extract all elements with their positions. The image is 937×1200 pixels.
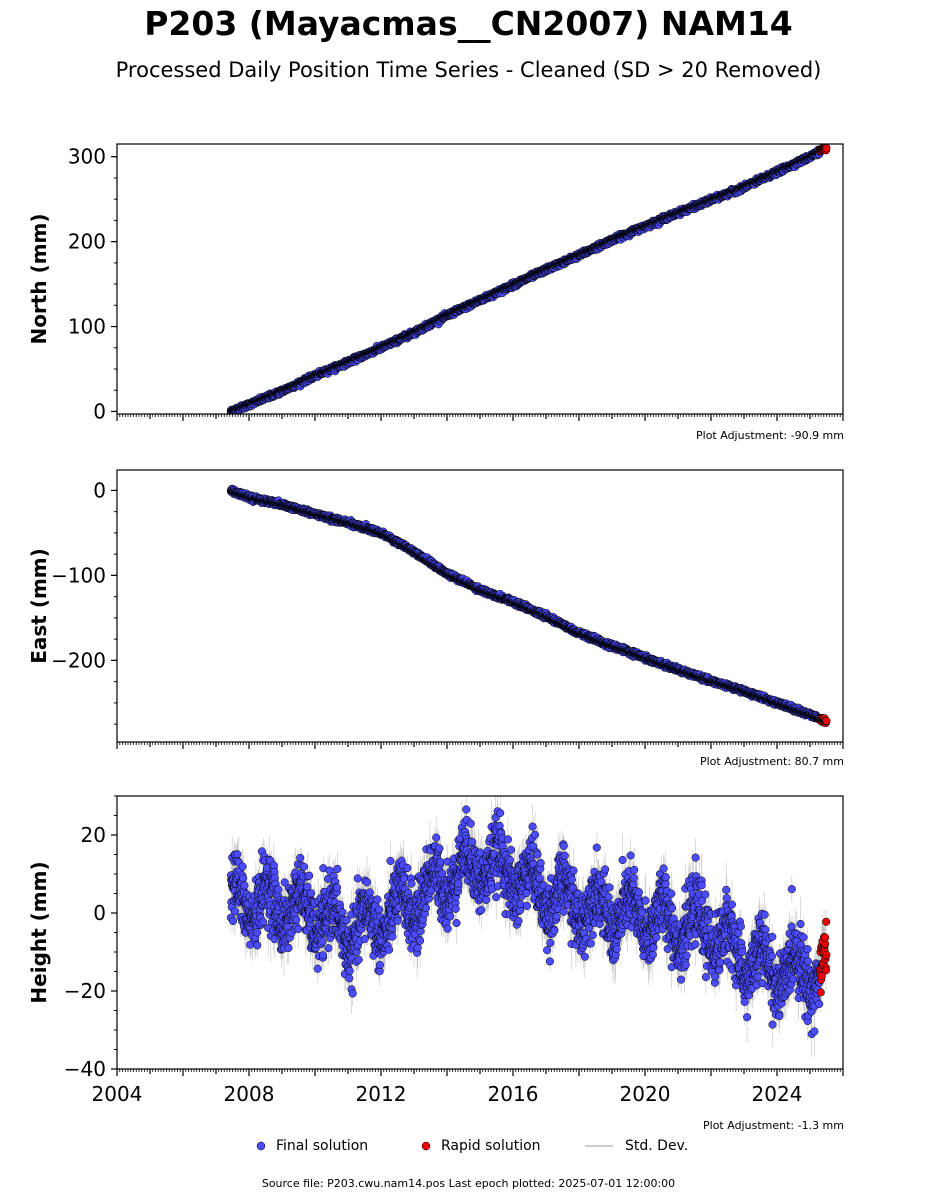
east-data <box>226 484 831 728</box>
north-panel: 0 100 200 300 North (mm) <box>27 143 844 423</box>
north-ytick-label: 0 <box>93 399 106 423</box>
north-ytick-label: 100 <box>68 315 106 339</box>
chart-subtitle: Processed Daily Position Time Series - C… <box>115 58 822 82</box>
north-data <box>226 144 831 414</box>
north-ytick-label: 200 <box>68 230 106 254</box>
north-rapid-point <box>822 144 831 153</box>
north-frame <box>116 143 844 415</box>
north-ytick-label: 300 <box>68 145 106 169</box>
north-ylabel: North (mm) <box>27 213 51 344</box>
chart-title: P203 (Mayacmas__CN2007) NAM14 <box>144 4 793 43</box>
